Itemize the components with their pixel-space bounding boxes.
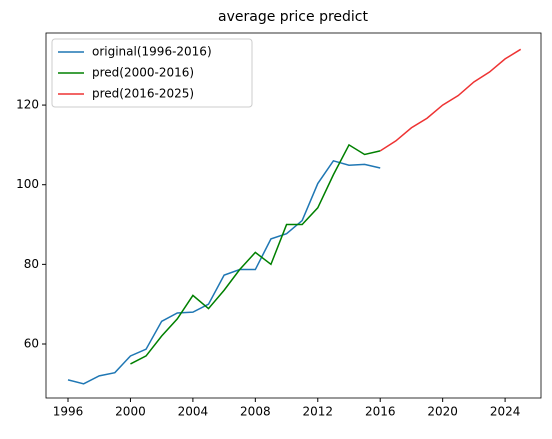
x-tick-label: 2020 xyxy=(427,405,458,419)
x-tick-label: 2024 xyxy=(490,405,521,419)
legend-label: pred(2016-2025) xyxy=(92,87,194,101)
x-tick-label: 2000 xyxy=(115,405,146,419)
series-line xyxy=(130,143,381,365)
x-tick-label: 2004 xyxy=(178,405,209,419)
series-line xyxy=(67,159,381,385)
x-tick-label: 2012 xyxy=(303,405,334,419)
y-tick-label: 80 xyxy=(24,257,39,271)
series-line xyxy=(379,48,522,152)
chart-title: average price predict xyxy=(218,9,368,25)
plot-frame xyxy=(45,32,542,399)
y-tick-label: 100 xyxy=(16,177,39,191)
legend-box xyxy=(51,38,253,108)
legend-label: pred(2000-2016) xyxy=(92,66,194,80)
y-tick-label: 120 xyxy=(16,98,39,112)
legend-label: original(1996-2016) xyxy=(92,45,212,59)
y-tick-label: 60 xyxy=(24,337,39,351)
x-tick-label: 1996 xyxy=(53,405,84,419)
x-tick-label: 2008 xyxy=(240,405,271,419)
x-tick-label: 2016 xyxy=(365,405,396,419)
